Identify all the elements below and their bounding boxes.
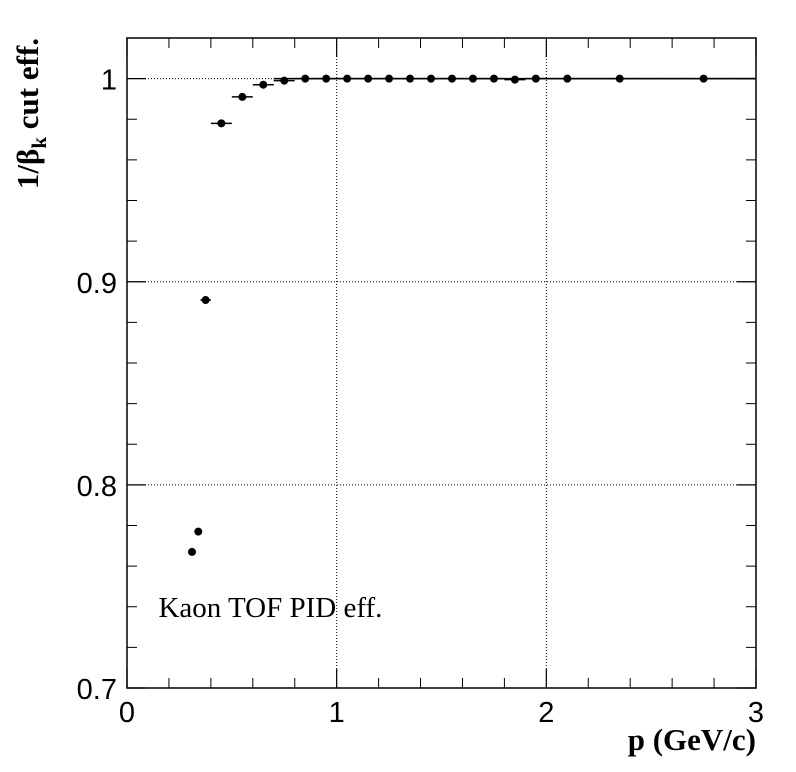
data-point [489, 74, 498, 83]
data-point [427, 74, 436, 83]
y-tick-label: 0.7 [77, 674, 117, 706]
data-point [259, 80, 268, 89]
data-point [280, 76, 289, 85]
x-tick-label: 2 [538, 697, 554, 729]
y-tick-label: 0.9 [77, 268, 117, 300]
data-point [615, 74, 624, 83]
x-tick-label: 3 [748, 697, 764, 729]
x-tick-label: 0 [119, 697, 135, 729]
data-point [406, 74, 415, 83]
grid-lines [127, 38, 756, 688]
y-axis-title-main: 1/β [10, 149, 45, 189]
data-point [468, 74, 477, 83]
y-axis-title-suffix: cut eff. [10, 38, 45, 137]
x-axis-title: p (GeV/c) [628, 722, 756, 757]
data-point [301, 74, 310, 83]
y-tick-label: 1 [101, 65, 117, 97]
y-tick-label: 0.8 [77, 471, 117, 503]
data-point [238, 92, 247, 101]
y-axis-title-subscript: k [27, 137, 51, 149]
data-point [447, 74, 456, 83]
data-point [385, 74, 394, 83]
data-point [322, 74, 331, 83]
y-axis-title: 1/βk cut eff. [10, 38, 51, 189]
data-point [563, 74, 572, 83]
data-points [187, 74, 756, 556]
axis-ticks [126, 37, 757, 689]
plot-frame [126, 37, 757, 689]
data-point [187, 547, 196, 556]
chart-annotation: Kaon TOF PID eff. [158, 592, 382, 624]
tick-labels: 0 1 2 3 0.7 0.8 0.9 1 [77, 65, 764, 729]
data-point [217, 119, 226, 128]
data-point [699, 74, 708, 83]
data-point [194, 527, 203, 536]
x-tick-label: 1 [329, 697, 345, 729]
data-point [510, 75, 519, 84]
data-point [201, 296, 210, 305]
data-point [364, 74, 373, 83]
data-point [531, 74, 540, 83]
data-point [343, 74, 352, 83]
